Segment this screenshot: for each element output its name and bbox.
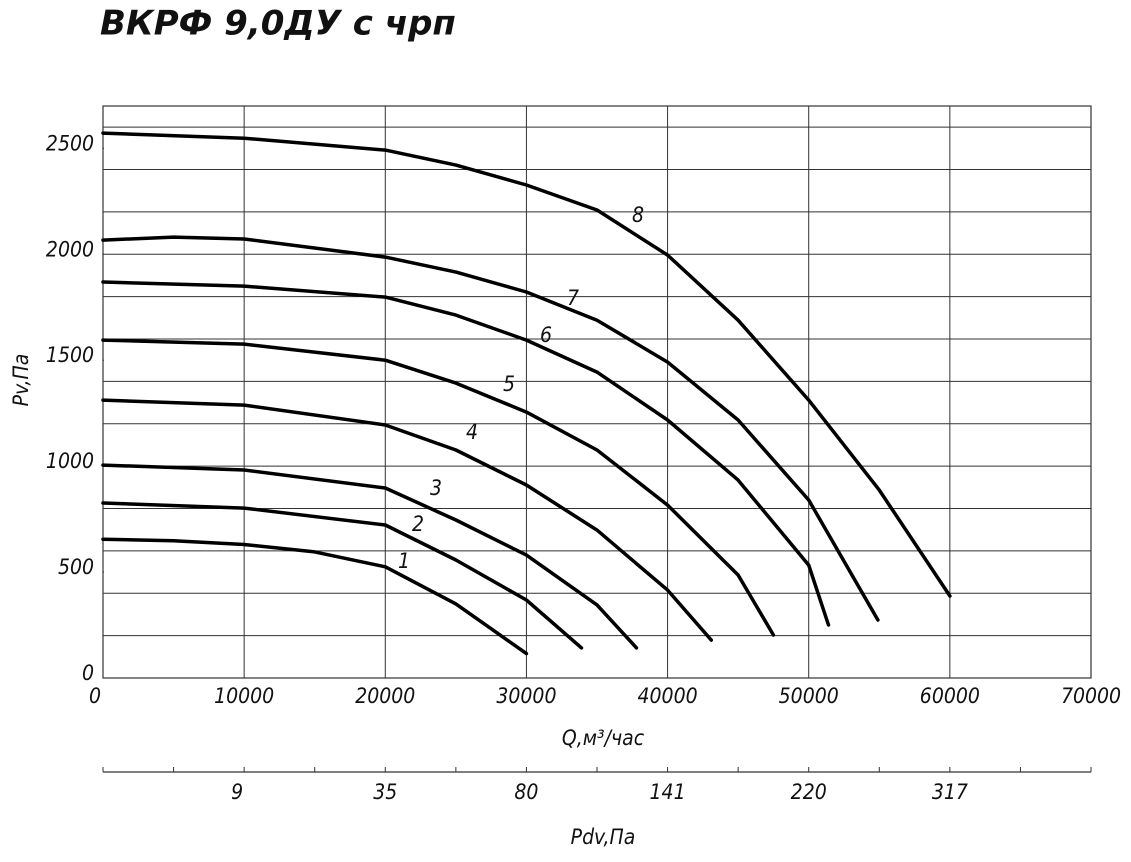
curve-label: 4 — [466, 420, 478, 444]
pdv-tick-label: 35 — [373, 780, 397, 804]
x-tick-label: 30000 — [496, 684, 556, 708]
y-tick-label: 1500 — [46, 343, 94, 367]
x-tick-label: 0 — [89, 684, 101, 708]
curve — [101, 501, 584, 650]
y-axis-title: Pv,Па — [9, 354, 33, 407]
curve-label: 3 — [430, 476, 442, 500]
curve-label: 6 — [540, 323, 552, 347]
pdv-tick-label: 317 — [932, 780, 968, 804]
x-tick-label: 60000 — [920, 684, 980, 708]
pdv-tick-label: 141 — [650, 780, 686, 804]
chart-title: ВКРФ 9,0ДУ с чрп — [100, 4, 456, 44]
curve — [101, 280, 831, 627]
y-tick-label: 2500 — [46, 131, 94, 155]
pdv-tick-label: 80 — [514, 780, 538, 804]
curve — [101, 131, 952, 598]
y-tick-label: 0 — [82, 661, 94, 685]
y-tick-label: 500 — [58, 555, 94, 579]
x-tick-label: 70000 — [1061, 684, 1121, 708]
curve — [101, 398, 714, 642]
curve-label: 5 — [503, 372, 515, 396]
x-tick-label: 50000 — [779, 684, 839, 708]
x-axis-title: Q,м³/час — [562, 726, 645, 750]
x-tick-label: 10000 — [214, 684, 274, 708]
curve-label: 7 — [567, 286, 579, 310]
curve-label: 8 — [632, 203, 644, 227]
x-tick-label: 40000 — [638, 684, 698, 708]
curve-label: 1 — [398, 549, 410, 573]
curve — [101, 235, 880, 622]
y-tick-label: 2000 — [46, 237, 94, 261]
y-tick-label: 1000 — [46, 449, 94, 473]
curve — [101, 463, 639, 650]
plot-frame — [102, 105, 1092, 679]
pdv-tick-label: 9 — [231, 780, 243, 804]
curve — [101, 537, 529, 656]
pdv-tick-label: 220 — [791, 780, 827, 804]
curve-label: 2 — [412, 512, 424, 536]
curve — [101, 338, 776, 637]
pdv-axis-title: Pdv,Па — [571, 825, 636, 849]
x-tick-label: 20000 — [355, 684, 415, 708]
